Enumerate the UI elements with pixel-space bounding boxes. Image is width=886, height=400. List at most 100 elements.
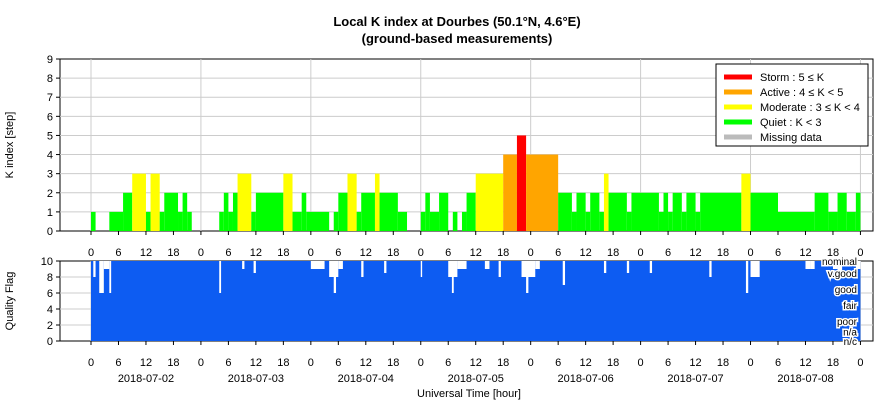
k-index-bar [626,211,632,231]
q-y-tick-label: 2 [47,320,53,332]
legend-label: Storm : 5 ≤ K [760,72,825,84]
legend-label: Quiet : K < 3 [760,117,821,129]
k-index-bar [219,211,224,231]
k-y-tick-label: 2 [47,188,53,200]
k-index-bar [695,211,701,231]
quality-flag-dip [361,261,364,277]
k-index-bar [109,211,124,231]
q-x-tick-label: 18 [277,357,289,369]
q-x-tick-label: 0 [308,357,314,369]
quality-flag-dip [451,261,454,293]
quality-flag-dip [484,261,490,269]
k-x-tick-label: 6 [555,247,561,259]
q-x-tick-label: 6 [775,357,781,369]
k-index-bar [420,211,426,231]
k-index-bar [228,211,233,231]
k-index-bar [503,154,517,231]
q-y-tick-label: 8 [47,272,53,284]
q-x-tick-label: 18 [827,357,839,369]
quality-flag-dip [535,261,540,269]
k-x-tick-label: 6 [335,247,341,259]
k-index-bar [150,173,160,231]
k-index-y-ticks: 0 1 2 3 4 5 6 7 8 9 [47,54,60,238]
k-index-bar [178,211,183,231]
q-y-tick-label: 10 [41,256,53,268]
quality-flag-level-label: fair [843,301,858,312]
k-x-tick-label: 18 [387,247,399,259]
q-x-tick-label: 12 [140,357,152,369]
q-x-tick-label: 18 [167,357,179,369]
x-axis-label: Universal Time [hour] [417,388,521,400]
k-index-bar [251,211,256,231]
quality-flag-dip [109,261,112,293]
legend-items: Storm : 5 ≤ K Active : 4 ≤ K < 5 Moderate … [724,72,860,144]
k-x-tick-label: 0 [418,247,424,259]
q-x-tick-label: 0 [198,357,204,369]
k-index-bar [558,192,572,231]
date-label: 2018-07-02 [118,373,174,385]
k-index-bar [379,192,398,231]
quality-flag-dip [626,261,630,273]
q-x-tick-label: 6 [225,357,231,369]
k-x-tick-label: 18 [277,247,289,259]
k-x-tick-label: 18 [167,247,179,259]
legend: Storm : 5 ≤ K Active : 4 ≤ K < 5 Moderate … [715,63,869,147]
quality-flag-dip [457,261,467,269]
k-x-tick-label: 0 [638,247,644,259]
date-label: 2018-07-08 [777,373,833,385]
quality-flag-dip [649,261,653,273]
quality-flag-dip [745,261,749,293]
q-x-tick-label: 0 [857,357,863,369]
k-x-tick-label: 12 [689,247,701,259]
k-index-bar [814,192,829,231]
k-x-tick-label: 0 [747,247,753,259]
q-x-tick-label: 12 [250,357,262,369]
quality-flag-dip [805,261,811,269]
k-index-bar [439,192,449,231]
k-x-tick-label: 12 [140,247,152,259]
legend-label: Active : 4 ≤ K < 5 [760,87,843,99]
k-index-bar [778,211,815,231]
k-index-bar [590,192,600,231]
k-index-bar [603,173,609,231]
q-y-tick-label: 6 [47,288,53,300]
quality-flag-dip [310,261,325,269]
k-index-bar [631,192,659,231]
k-index-bar [475,173,504,231]
quality-flag-fill [91,261,861,341]
date-label: 2018-07-03 [228,373,284,385]
quality-flag-dip [99,261,104,293]
q-x-tick-label: 12 [689,357,701,369]
q-x-tick-label: 12 [470,357,482,369]
k-x-tick-label: 6 [445,247,451,259]
k-x-tick-label: 6 [115,247,121,259]
quality-flag-dip [333,261,337,293]
k-index-bar [526,154,559,231]
k-index-bar [700,192,742,231]
quality-flag-level-label: good [835,285,857,296]
legend-label: Missing data [760,132,823,144]
q-y-tick-label: 4 [47,304,53,316]
quality-flag-dip [93,261,96,277]
quality-flag-x-ticks: 0 6 12 18 0 6 12 18 0 6 12 18 0 6 12 18 0 6 12 18 0 6 12 18 0 6 12… [88,341,864,369]
k-x-tick-label: 0 [308,247,314,259]
q-y-tick-label: 0 [47,336,53,348]
quality-flag-level-label: n/c [844,337,857,348]
k-y-tick-label: 8 [47,73,53,85]
k-index-bar [452,211,458,231]
k-index-bar [374,173,380,231]
k-index-bar [223,192,229,231]
k-x-tick-label: 18 [717,247,729,259]
k-index-bar [571,211,577,231]
date-label: 2018-07-05 [448,373,504,385]
k-index-bar [461,211,467,231]
k-index-bar [159,211,165,231]
k-index-bar [232,192,238,231]
q-x-tick-label: 18 [387,357,399,369]
quality-flag-dip [750,261,760,277]
k-index-bar [576,192,586,231]
quality-flag-level-label: v.good [828,269,857,280]
